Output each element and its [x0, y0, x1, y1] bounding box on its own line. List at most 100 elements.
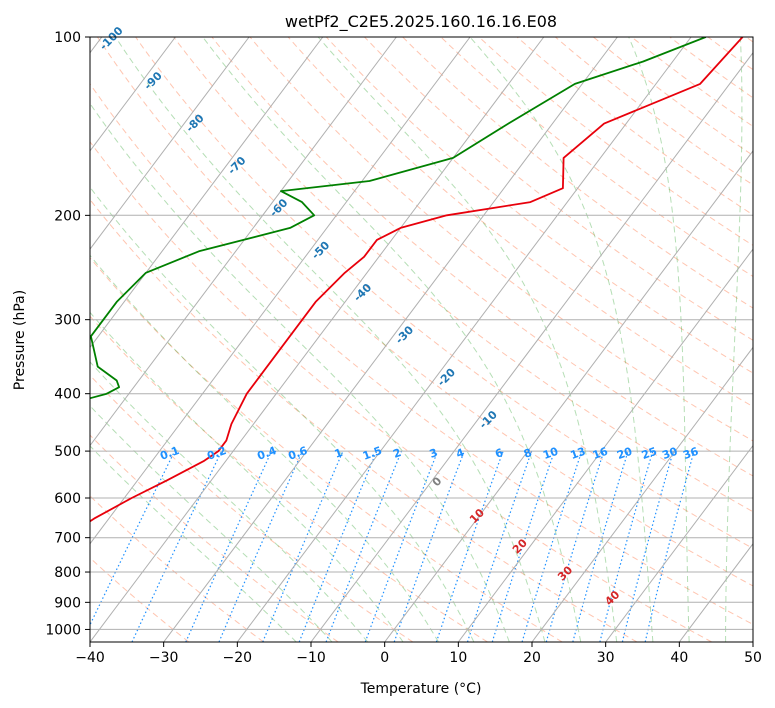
mixing-ratio-line: [298, 450, 378, 642]
isotherm-line: [457, 248, 753, 642]
moist-adiabat-line: [90, 361, 369, 642]
dry-adiabat-line: [90, 83, 753, 625]
dry-adiabat-line: [90, 141, 712, 642]
mixing-ratio-label: 0.4: [256, 444, 279, 463]
isotherm-line: [90, 37, 397, 447]
dry-adiabat-line: [249, 37, 753, 442]
isotherm-line: [163, 37, 618, 642]
y-tick-label: 400: [54, 387, 81, 403]
mixing-ratio-line: [90, 450, 176, 627]
mixing-ratio-line: [218, 450, 303, 642]
dry-adiabat-label: -50: [309, 238, 332, 261]
y-tick-label: 900: [54, 595, 81, 611]
y-axis-label: Pressure (hPa): [12, 290, 28, 390]
moist-adiabat-line: [90, 405, 333, 642]
moist-adiabat-line: [202, 37, 582, 642]
isotherm-line: [384, 150, 753, 642]
x-tick-label: 20: [523, 650, 541, 666]
isotherm-line: [90, 37, 324, 349]
x-tick-label: −10: [296, 650, 326, 666]
isotherm-line: [310, 51, 753, 642]
dry-adiabat-label: -40: [351, 281, 374, 304]
dry-adiabat-line: [90, 257, 563, 642]
isotherm-line: [236, 37, 692, 642]
mixing-ratio-line: [572, 450, 629, 642]
dry-adiabat-line: [90, 198, 638, 642]
mixing-ratio-line: [621, 450, 674, 642]
isotherm-line: [531, 346, 753, 642]
dry-adiabat-line: [402, 37, 753, 309]
dry-adiabat-line: [745, 37, 753, 43]
moist-adiabat-line: [90, 102, 510, 642]
y-tick-label: 200: [54, 208, 81, 224]
dry-adiabat-line: [90, 495, 264, 642]
isotherm-line: [90, 37, 176, 152]
dry-adiabat-label: -100: [97, 24, 126, 53]
mixing-ratio-label: 10: [541, 445, 560, 463]
series-layer: [90, 37, 744, 523]
x-tick-label: 50: [744, 650, 762, 666]
mixing-ratio-line: [364, 450, 439, 642]
isotherm-line: [605, 444, 753, 642]
axis-layer: −40 −30 −20 −10 0 10 20 30 40 5010020030040050060…: [45, 30, 762, 666]
dry-adiabat-label: -80: [183, 111, 206, 134]
dry-adiabat-label: -70: [225, 154, 248, 177]
x-tick-label: 10: [449, 650, 467, 666]
mixing-ratio-label: 30: [660, 445, 679, 463]
dry-adiabat-line: [516, 37, 753, 216]
y-tick-label: 100: [54, 30, 81, 46]
mixing-ratio-line: [325, 450, 403, 642]
moist-adiabat-label: 0: [430, 474, 445, 489]
mixing-ratio-line: [466, 450, 533, 642]
dry-adiabat-line: [135, 37, 753, 550]
dry-adiabat-line: [287, 37, 753, 408]
mixing-ratio-line: [185, 450, 273, 642]
mixing-ratio-line: [262, 450, 344, 642]
mixing-ratio-label: 0.6: [286, 444, 309, 463]
chart-title: wetPf2_C2E5.2025.160.16.16.E08: [285, 12, 557, 32]
x-tick-label: 40: [670, 650, 688, 666]
x-tick-label: −30: [149, 650, 179, 666]
mixing-ratio-label: 20: [615, 445, 634, 463]
dry-adiabat-line: [325, 37, 753, 374]
dry-adiabat-label: -10: [477, 408, 500, 431]
y-tick-label: 500: [54, 444, 81, 460]
dry-adiabat-label: -30: [393, 323, 416, 346]
mixing-ratio-line: [393, 450, 465, 642]
y-tick-label: 1000: [45, 622, 81, 638]
mixing-ratio-label: 13: [569, 445, 588, 462]
mixing-ratio-label: 8: [522, 446, 534, 461]
mixing-ratio-label: 1: [333, 446, 345, 461]
moist-adiabat-line: [725, 37, 743, 642]
moist-adiabat-label: 30: [555, 563, 575, 583]
dry-adiabat-label: -90: [142, 69, 165, 92]
mixing-ratio-label: 2: [391, 446, 403, 461]
dry-adiabat-line: [90, 557, 190, 642]
mixing-ratio-line: [599, 450, 654, 642]
moist-adiabat-line: [90, 445, 297, 642]
grid-layer: [90, 37, 753, 642]
mixing-ratio-line: [545, 450, 605, 642]
moist-adiabat-label: 40: [602, 588, 622, 608]
mixing-ratio-label: 3: [428, 446, 440, 461]
moist-adiabat-line: [90, 186, 475, 642]
mixing-ratio-label: 0.2: [205, 444, 228, 463]
mixing-ratio-line: [131, 450, 223, 642]
isotherm-line: [752, 641, 753, 642]
temperature-profile-line: [90, 37, 744, 523]
mixing-ratio-label: 25: [640, 445, 659, 462]
plot-frame: [89, 36, 754, 643]
moist-adiabat-label: 20: [510, 536, 530, 556]
x-tick-label: 0: [380, 650, 389, 666]
moist-adiabat-line: [628, 37, 690, 642]
x-tick-label: 30: [597, 650, 615, 666]
y-tick-label: 800: [54, 565, 81, 581]
mixing-ratio-label: 4: [454, 446, 466, 461]
mixing-ratio-label: 36: [681, 445, 700, 463]
y-tick-label: 700: [54, 531, 81, 547]
mixing-ratio-label: 0.1: [158, 444, 181, 463]
dry-adiabat-line: [96, 37, 753, 587]
isotherm-line: [90, 37, 250, 250]
mixing-ratio-line: [435, 450, 504, 642]
